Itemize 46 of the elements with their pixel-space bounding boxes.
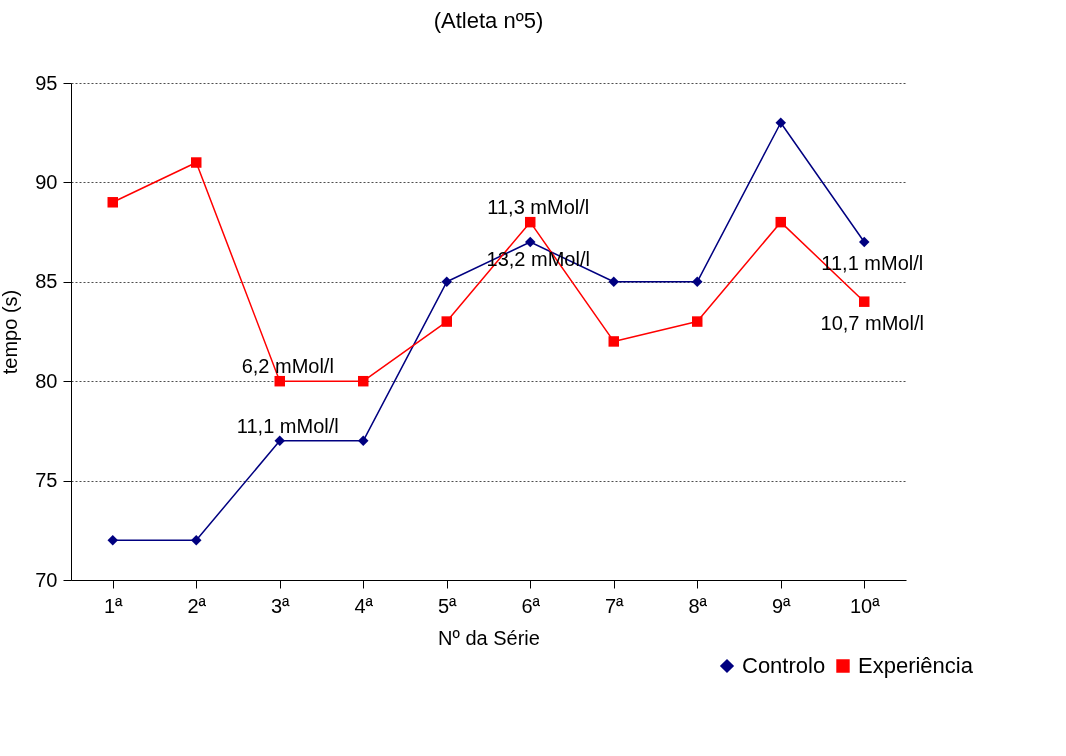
- point: [358, 435, 369, 447]
- point: [107, 535, 118, 546]
- point: [692, 276, 703, 288]
- annotation: 10,7 mMol/l: [820, 311, 924, 334]
- point: [608, 276, 619, 288]
- y-tick-label: 95: [35, 71, 58, 94]
- point: [692, 316, 703, 327]
- point: [191, 157, 202, 168]
- point: [775, 216, 786, 228]
- x-tick-label: 9ª: [771, 594, 792, 617]
- x-axis-title: Nº da Série: [438, 626, 540, 649]
- point: [274, 375, 285, 387]
- annotation: 11,1 mMol/l: [236, 414, 339, 437]
- y-tick-label: 80: [35, 369, 58, 392]
- y-tick-label: 75: [35, 469, 58, 492]
- y-tick-label: 90: [35, 170, 58, 193]
- point: [525, 216, 536, 228]
- point: [441, 316, 452, 327]
- x-tick-label: 8ª: [688, 594, 708, 617]
- legend-label: Experiência: [858, 653, 974, 678]
- point: [859, 296, 870, 307]
- point: [525, 236, 536, 248]
- legend-label: Controlo: [742, 653, 826, 678]
- point: [274, 435, 285, 447]
- x-tick-label: 4ª: [354, 594, 374, 617]
- x-tick-label: 5ª: [437, 594, 458, 617]
- x-tick-label: 2ª: [187, 594, 207, 617]
- point: [107, 197, 118, 208]
- y-tick-label: 85: [35, 270, 58, 293]
- chart-title: (Atleta nº5): [433, 8, 544, 33]
- point: [608, 336, 619, 347]
- point: [191, 535, 202, 546]
- x-tick-label: 7ª: [604, 594, 625, 617]
- point: [859, 236, 870, 248]
- x-tick-label: 6ª: [521, 594, 541, 617]
- annotation: 11,3 mMol/l: [487, 196, 590, 219]
- x-tick-label: 3ª: [270, 594, 291, 617]
- point: [441, 276, 452, 288]
- x-tick-label: 1ª: [103, 594, 124, 617]
- point: [775, 117, 786, 128]
- point: [358, 375, 369, 387]
- x-tick-label: 10ª: [849, 594, 881, 617]
- y-tick-label: 70: [35, 568, 58, 591]
- y-axis-title: tempo (s): [0, 289, 22, 375]
- annotation: 11,1 mMol/l: [821, 252, 924, 275]
- annotation: 6,2 mMol/l: [241, 355, 334, 378]
